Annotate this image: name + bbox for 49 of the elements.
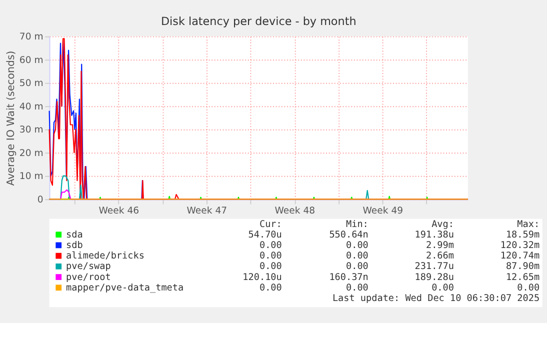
- x-tick-label: Week 46: [98, 206, 140, 217]
- legend-label: sda: [66, 229, 83, 240]
- legend-label: pve/swap: [66, 261, 112, 272]
- text: 0.00: [346, 282, 368, 294]
- text: Cur:: [259, 218, 282, 230]
- legend-label: pve/root: [66, 272, 111, 283]
- y-tick-label: 50 m: [19, 78, 44, 90]
- text: 0.00: [259, 240, 282, 252]
- text: 2.66m: [426, 250, 454, 262]
- text: Max:: [517, 218, 540, 230]
- text: Last update: Wed Dec 10 06:30:07 2025: [332, 293, 540, 304]
- legend-label: alimede/bricks: [66, 250, 144, 262]
- legend-label: mapper/pve-data_tmeta: [66, 282, 184, 294]
- y-tick-label: 30 m: [19, 124, 44, 136]
- text: 550.64n: [329, 229, 368, 240]
- text: 120.32m: [500, 240, 540, 252]
- text: 0.00: [517, 282, 540, 294]
- y-tick-label: 0: [37, 194, 44, 206]
- text: 0.00: [259, 250, 282, 262]
- y-tick-label: 70 m: [19, 32, 44, 43]
- y-axis-title: Average IO Wait (seconds): [6, 50, 17, 186]
- text: 54.70u: [248, 229, 282, 240]
- text: 12.65m: [506, 272, 540, 283]
- y-tick-label: 10 m: [19, 171, 44, 182]
- text: 0.00: [259, 282, 282, 294]
- y-tick-label: 20 m: [19, 148, 44, 159]
- text: 0.00: [346, 240, 368, 252]
- y-tick-label: 40 m: [19, 101, 44, 112]
- text: Min:: [346, 218, 368, 230]
- y-tick-label: 60 m: [19, 54, 44, 66]
- legend-label: sdb: [66, 240, 84, 252]
- text: 120.74m: [500, 250, 540, 262]
- x-tick-label: Week 49: [362, 206, 404, 217]
- text: 0.00: [259, 261, 282, 272]
- text: 0.00: [346, 261, 368, 272]
- text: 87.90m: [506, 261, 540, 272]
- text: 18.59m: [506, 229, 540, 240]
- text: Avg:: [432, 218, 454, 230]
- text: 120.10u: [242, 272, 282, 283]
- text: 0.00: [346, 250, 368, 262]
- text: 189.28u: [414, 272, 454, 283]
- x-tick-label: Week 48: [274, 206, 316, 217]
- text: 191.38u: [414, 229, 454, 240]
- chart-title: Disk latency per device - by month: [160, 15, 356, 28]
- text: 2.99m: [426, 240, 454, 252]
- x-tick-label: Week 47: [186, 206, 228, 217]
- text: 0.00: [432, 282, 454, 294]
- text: 160.37n: [329, 272, 368, 283]
- text: 231.77u: [414, 261, 454, 272]
